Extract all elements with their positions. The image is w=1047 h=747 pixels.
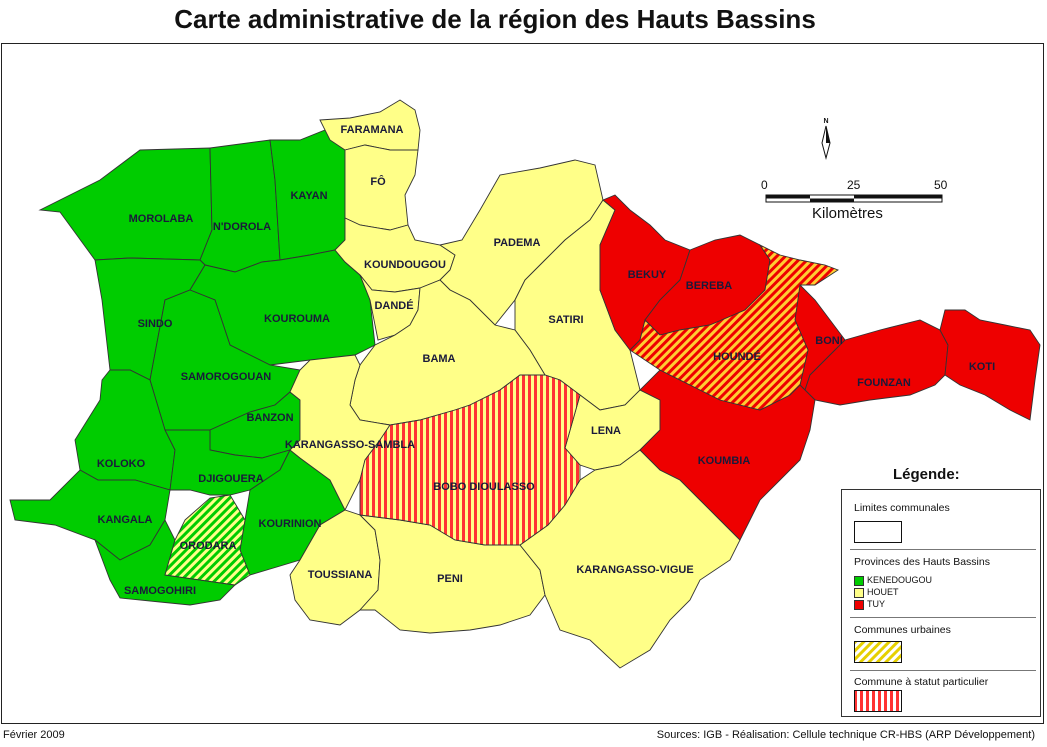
map-title: Carte administrative de la région des Ha… [174, 4, 816, 34]
commune-labels: FARAMANA FÔ KOUNDOUGOU DANDÉ PADEMA SATI… [97, 124, 995, 597]
commune-bobo-dioulasso[interactable] [359, 374, 581, 546]
province-houet [289, 99, 741, 669]
legend: Limites communales Provinces des Hauts B… [841, 489, 1041, 717]
label-kayan: KAYAN [290, 190, 327, 202]
legend-provinces-label: Provinces des Hauts Bassins [854, 556, 990, 568]
label-boni: BONI [815, 335, 843, 347]
label-samorogouan: SAMOROGOUAN [181, 371, 272, 383]
label-koti: KOTI [969, 361, 995, 373]
label-lena: LENA [591, 425, 621, 437]
label-bobo-dioulasso: BOBO DIOULASSO [433, 481, 535, 493]
province-kenedougou [9, 127, 376, 606]
commune-orodara[interactable] [164, 494, 251, 586]
footer-sources: Sources: IGB - Réalisation: Cellule tech… [656, 729, 1035, 741]
label-koundougou: KOUNDOUGOU [364, 259, 446, 271]
scale-unit: Kilomètres [812, 205, 883, 222]
legend-swatch-kenedougou [854, 576, 864, 586]
label-kourouma: KOUROUMA [264, 313, 330, 325]
label-ndorola: N'DOROLA [213, 221, 271, 233]
label-toussiana: TOUSSIANA [308, 569, 373, 581]
commune-faramana[interactable] [319, 99, 421, 151]
legend-kenedougou: KENEDOUGOU [867, 575, 933, 585]
legend-urban-label: Communes urbaines [854, 624, 951, 636]
label-morolaba: MOROLABA [129, 213, 194, 225]
legend-title: Légende: [893, 466, 960, 483]
legend-tuy: TUY [867, 599, 885, 609]
label-hounde: HOUNDÉ [713, 350, 761, 363]
label-peni: PENI [437, 573, 463, 585]
scale-tick-0: 0 [761, 178, 768, 192]
label-fo: FÔ [370, 175, 386, 188]
legend-houet: HOUET [867, 587, 899, 597]
label-sindo: SINDO [138, 318, 173, 330]
north-label: N [823, 118, 828, 125]
label-kourinion: KOURINION [259, 518, 322, 530]
label-satiri: SATIRI [548, 314, 583, 326]
label-samogohiri: SAMOGOHIRI [124, 585, 196, 597]
label-karangasso-vigue: KARANGASSO-VIGUE [576, 564, 693, 576]
label-orodara: ORODARA [180, 540, 237, 552]
scale-tick-50: 50 [934, 178, 948, 192]
label-padema: PADEMA [494, 237, 541, 249]
legend-divider [850, 617, 1036, 618]
scale-bar [765, 194, 943, 203]
legend-urban-swatch [854, 641, 902, 663]
legend-special-swatch [854, 690, 902, 712]
label-kangala: KANGALA [98, 514, 153, 526]
label-koumbia: KOUMBIA [698, 455, 751, 467]
label-bekuy: BEKUY [628, 269, 667, 281]
legend-divider [850, 670, 1036, 671]
commune-ndorola[interactable] [199, 139, 281, 273]
label-banzon: BANZON [246, 412, 293, 424]
commune-koti[interactable] [939, 309, 1041, 421]
legend-limits-label: Limites communales [854, 502, 950, 514]
legend-divider [850, 549, 1036, 550]
province-tuy [599, 194, 1041, 541]
legend-special-label: Commune à statut particulier [854, 676, 989, 688]
legend-swatch-tuy [854, 600, 864, 610]
label-bama: BAMA [423, 353, 456, 365]
commune-hounde[interactable] [629, 243, 839, 411]
label-dande: DANDÉ [374, 299, 413, 312]
label-koloko: KOLOKO [97, 458, 146, 470]
legend-limits-swatch [854, 521, 902, 543]
map-frame [1, 43, 1044, 724]
north-arrow-icon: N [821, 118, 831, 160]
label-karangasso-sambla: KARANGASSO-SAMBLA [285, 439, 415, 451]
label-founzan: FOUNZAN [857, 377, 911, 389]
legend-swatch-houet [854, 588, 864, 598]
label-bereba: BEREBA [686, 280, 733, 292]
footer-date: Février 2009 [3, 729, 65, 741]
scale-tick-25: 25 [847, 178, 861, 192]
label-faramana: FARAMANA [341, 124, 404, 136]
commune-morolaba[interactable] [38, 147, 213, 261]
label-djigouera: DJIGOUERA [198, 473, 263, 485]
